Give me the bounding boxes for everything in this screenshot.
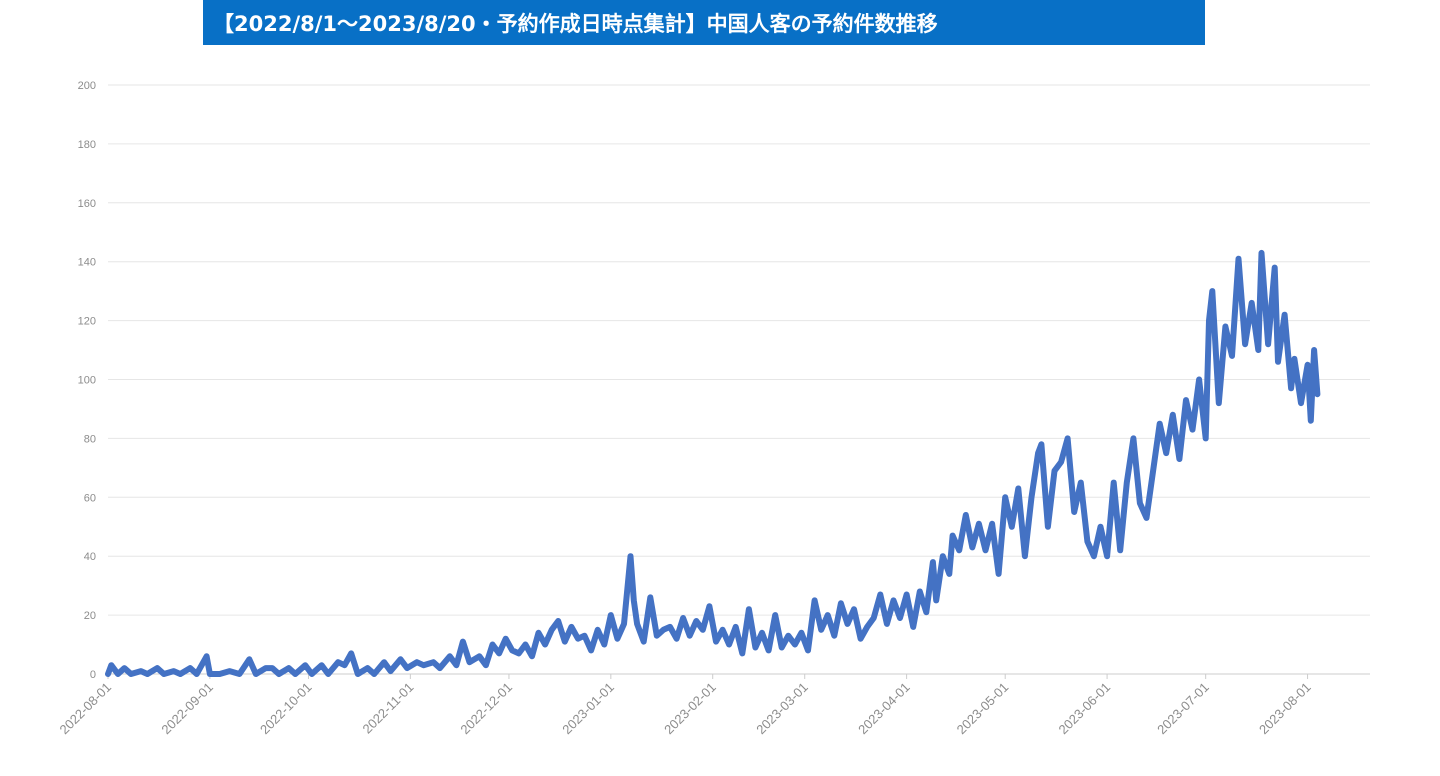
y-tick-label: 200 <box>78 80 96 92</box>
x-tick-label: 2022-12-01 <box>457 680 515 738</box>
x-tick-label: 2023-02-01 <box>661 680 719 738</box>
x-axis: 2022-08-01 2022-09-01 2022-10-01 2022-11-01… <box>56 673 1370 738</box>
chart-title: 【2022/8/1～2023/8/20・予約作成日時点集計】中国人客の予約件数推… <box>213 11 938 36</box>
x-tick-label: 2023-03-01 <box>753 680 811 738</box>
x-tick-label: 2023-01-01 <box>559 680 617 738</box>
y-tick-label: 0 <box>90 669 96 681</box>
y-tick-label: 140 <box>78 257 96 269</box>
x-tick-label: 2023-04-01 <box>855 680 913 738</box>
series-line-0 <box>105 249 1321 677</box>
series <box>105 249 1321 677</box>
x-tick-label: 2023-07-01 <box>1154 680 1212 738</box>
x-tick-label: 2022-11-01 <box>360 680 417 737</box>
x-tick-label: 2023-08-01 <box>1256 680 1314 738</box>
y-tick-label: 180 <box>78 139 96 151</box>
grid <box>108 84 1370 675</box>
y-axis: 0 20 40 60 80 100 120 140 160 180 200 <box>78 80 96 681</box>
x-tick-label: 2022-08-01 <box>56 680 114 738</box>
x-tick-label: 2023-06-01 <box>1056 680 1114 738</box>
x-tick-label: 2022-10-01 <box>257 680 315 738</box>
y-tick-label: 120 <box>78 316 96 328</box>
y-tick-label: 100 <box>78 375 96 387</box>
x-tick-label: 2023-05-01 <box>954 680 1012 738</box>
y-tick-label: 80 <box>84 433 96 445</box>
y-tick-label: 20 <box>84 610 96 622</box>
x-tick-label: 2022-09-01 <box>158 680 216 738</box>
chart-title-banner: 【2022/8/1～2023/8/20・予約作成日時点集計】中国人客の予約件数推… <box>203 0 1205 45</box>
y-tick-label: 60 <box>84 492 96 504</box>
y-tick-label: 40 <box>84 551 96 563</box>
y-tick-label: 160 <box>78 198 96 210</box>
